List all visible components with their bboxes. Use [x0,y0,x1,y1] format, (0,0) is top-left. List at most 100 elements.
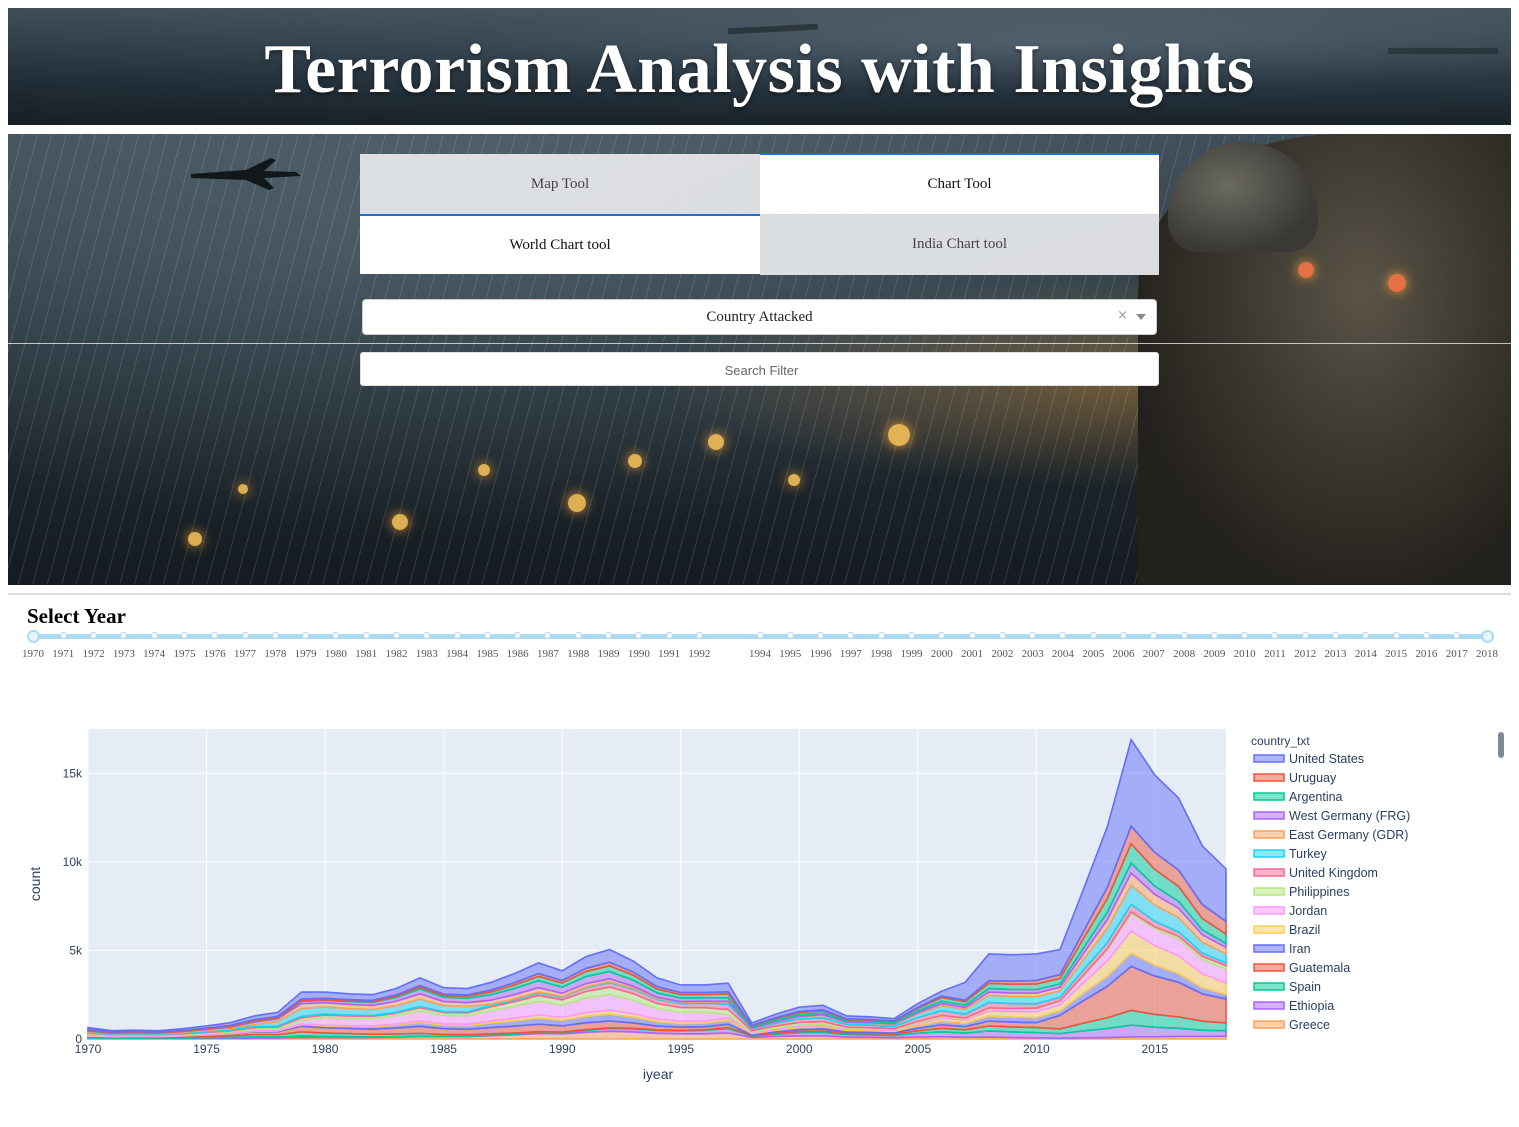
legend-item[interactable]: Uruguay [1253,771,1337,785]
legend-swatch [1253,982,1285,991]
tab-world-chart-tool[interactable]: World Chart tool [360,216,760,274]
slider-dot [1059,632,1067,639]
legend-label: West Germany (FRG) [1289,809,1410,823]
x-tick-label: 2005 [904,1042,931,1056]
slider-year-label: 2003 [1021,648,1044,660]
y-tick-label: 5k [69,943,83,957]
slider-dot [514,632,522,639]
legend-label: Ethiopia [1289,999,1334,1013]
slider-dot [1241,632,1249,639]
legend-swatch [1253,906,1285,915]
jet-icon [191,158,301,190]
x-axis-title: iyear [643,1066,674,1082]
x-tick-label: 1980 [312,1042,339,1056]
legend-item[interactable]: United States [1253,752,1364,766]
chart-legend[interactable]: United States Uruguay Argentina West German… [1253,752,1410,1032]
slider-year-label: 2009 [1203,648,1226,660]
slider-handle[interactable] [1480,630,1494,643]
legend-item[interactable]: Iran [1253,942,1311,956]
slider-dot [1362,632,1370,639]
x-tick-label: 2015 [1142,1042,1169,1056]
legend-label: East Germany (GDR) [1289,828,1408,842]
slider-year-label: 2017 [1445,648,1468,660]
tab-map-tool[interactable]: Map Tool [360,154,760,216]
slider-dot [362,632,370,639]
helicopter-silhouette [1388,48,1498,54]
legend-label: United States [1289,752,1364,766]
country-dropdown[interactable]: Country Attacked × [362,299,1157,335]
legend-item[interactable]: Spain [1253,980,1321,994]
slider-year-label: 2014 [1354,648,1377,660]
slider-year-label: 2016 [1415,648,1438,660]
search-input[interactable] [361,353,1162,387]
tab-india-chart-tool[interactable]: India Chart tool [760,214,1159,275]
legend-label: Guatemala [1289,961,1350,975]
helmet-illustration [1168,142,1318,252]
legend-item[interactable]: Turkey [1253,847,1327,861]
slider-year-label: 2004 [1051,648,1074,660]
x-tick-label: 1990 [549,1042,576,1056]
legend-item[interactable]: Argentina [1253,790,1343,804]
slider-dot [1210,632,1218,639]
legend-swatch [1253,773,1285,782]
legend-swatch [1253,963,1285,972]
chart-areas [87,737,1227,1040]
slider-year-label: 1995 [779,648,802,660]
slider-handle[interactable] [26,630,40,643]
slider-dot [1301,632,1309,639]
x-tick-label: 2000 [786,1042,813,1056]
legend-item[interactable]: East Germany (GDR) [1253,828,1408,842]
legend-item[interactable]: United Kingdom [1253,866,1378,880]
y-tick-label: 10k [63,855,83,869]
legend-label: Iran [1289,942,1311,956]
slider-dot [847,632,855,639]
search-filter[interactable] [360,352,1162,387]
slider-dot [59,632,67,639]
legend-item[interactable]: Guatemala [1253,961,1350,975]
legend-item[interactable]: Jordan [1253,904,1327,918]
chevron-down-icon[interactable] [1136,314,1146,320]
x-tick-label: 1995 [667,1042,694,1056]
x-tick-label: 1975 [193,1042,220,1056]
area-series-united-states [87,737,1227,1033]
legend-swatch [1253,1020,1285,1029]
slider-dot [695,632,703,639]
x-tick-label: 2010 [1023,1042,1050,1056]
legend-item[interactable]: Brazil [1253,923,1320,937]
clear-icon[interactable]: × [1117,308,1128,323]
slider-year-label: 2001 [961,648,984,660]
slider-year-label: 2018 [1476,648,1498,660]
legend-label: Argentina [1289,790,1343,804]
slider-year-label: 1998 [870,648,893,660]
slider-year-label: 2005 [1082,648,1105,660]
legend-scrollbar[interactable] [1498,732,1504,758]
legend-swatch [1253,925,1285,934]
slider-dot [423,632,431,639]
slider-year-label: 2010 [1233,648,1256,660]
legend-swatch [1253,754,1285,763]
slider-year-label: 1979 [294,648,317,660]
slider-year-label: 1986 [506,648,529,660]
x-tick-label: 1970 [75,1042,102,1056]
slider-dot [665,632,673,639]
slider-year-label: 2008 [1173,648,1196,660]
legend-item[interactable]: Philippines [1253,885,1349,899]
legend-item[interactable]: West Germany (FRG) [1253,809,1410,823]
slider-year-label: 1978 [264,648,287,660]
area-chart: 1970 1975 1980 1985 1990 1995 2000 2005 2010 2015… [27,729,1504,1082]
legend-label: Philippines [1289,885,1349,899]
slider-dot [1089,632,1097,639]
slider-year-label: 1992 [688,648,711,660]
legend-item[interactable]: Ethiopia [1253,999,1334,1013]
slider-dot [1453,632,1461,639]
legend-item[interactable]: Greece [1253,1018,1330,1032]
slider-dot [1422,632,1430,639]
slider-dot [968,632,976,639]
slider-dot [180,632,188,639]
slider-dot [1332,632,1340,639]
slider-year-label: 2012 [1294,648,1317,660]
tab-chart-tool[interactable]: Chart Tool [760,153,1159,214]
slider-year-label: 1988 [567,648,590,660]
slider-year-label: 1971 [52,648,75,660]
slider-year-label: 1970 [22,648,44,660]
